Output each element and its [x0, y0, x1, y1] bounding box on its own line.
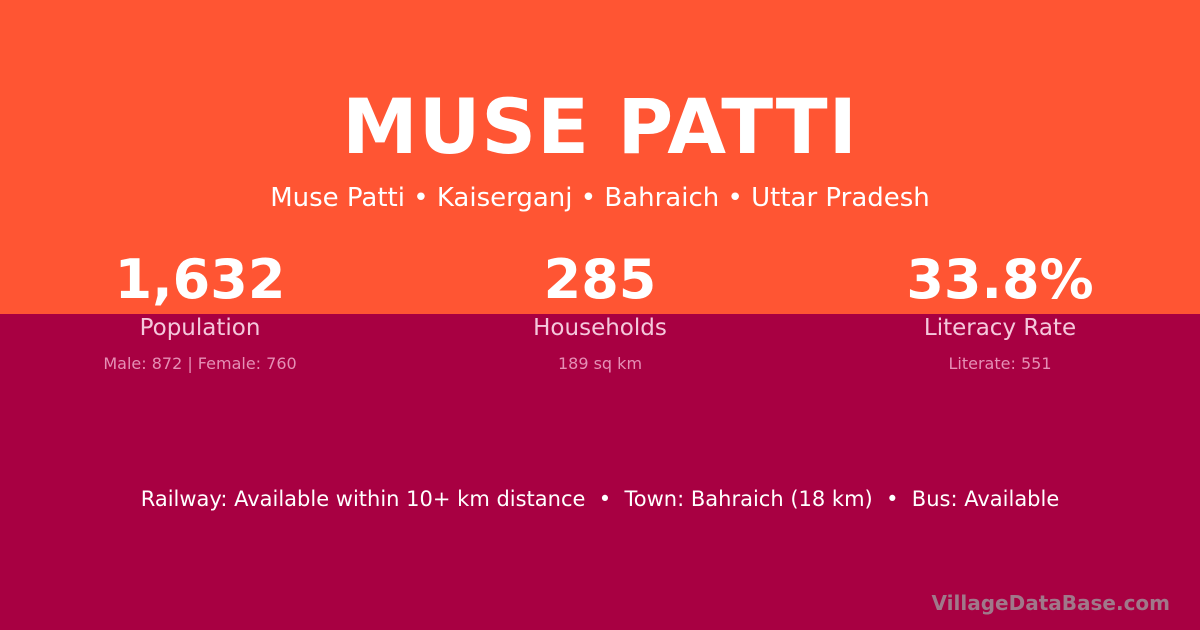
brand-watermark: VillageDataBase.com	[931, 591, 1170, 615]
population-detail: Male: 872 | Female: 760	[103, 354, 297, 373]
households-label: Households	[533, 315, 667, 341]
households-value: 285	[543, 248, 657, 311]
literacy-value: 33.8%	[906, 248, 1094, 311]
households-detail: 189 sq km	[557, 354, 643, 373]
population-value: 1,632	[114, 248, 286, 311]
population-label: Population	[139, 315, 261, 341]
page-title: MUSE PATTI	[342, 82, 858, 171]
literacy-label: Literacy Rate	[923, 315, 1077, 341]
header-band	[0, 0, 1200, 314]
transport-info: Railway: Available within 10+ km distanc…	[140, 487, 1060, 511]
literacy-detail: Literate: 551	[948, 354, 1052, 373]
location-breadcrumb: Muse Patti • Kaiserganj • Bahraich • Utt…	[270, 183, 930, 213]
